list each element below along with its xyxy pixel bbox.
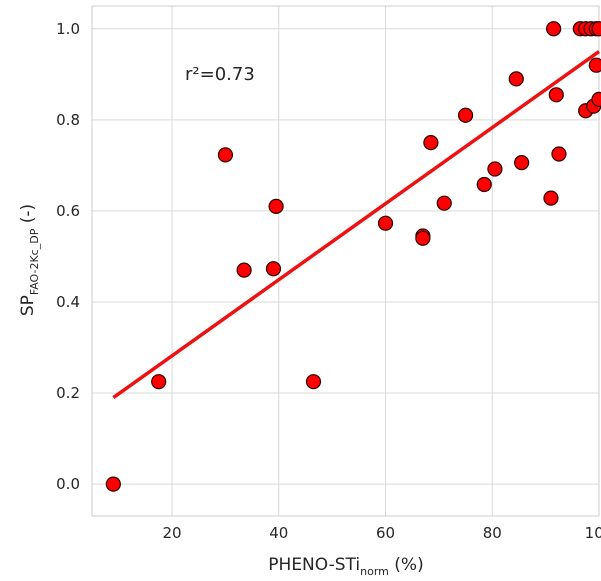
data-point — [457, 107, 474, 123]
x-tick-label: 100 — [585, 524, 601, 542]
data-point — [487, 161, 503, 177]
r-squared-annotation: r²=0.73 — [185, 64, 255, 85]
data-point — [548, 87, 564, 103]
y-tick-label: 0.4 — [56, 293, 80, 311]
y-axis-label-main: SP — [18, 295, 38, 316]
y-gridlines — [92, 28, 599, 485]
data-point — [588, 57, 601, 73]
x-tick-label: 40 — [269, 524, 288, 542]
x-tick-label: 60 — [376, 524, 395, 542]
data-point — [591, 21, 601, 37]
data-points — [105, 21, 601, 492]
x-axis-label: PHENO-STinorm (%) — [268, 555, 423, 578]
y-axis-label-unit: (-) — [18, 204, 38, 229]
x-tick-labels: 20 40 60 80 100 — [163, 524, 601, 542]
y-axis-label: SPFAO-2Kc_DP (-) — [18, 204, 41, 316]
data-point — [151, 374, 167, 390]
x-tick-label: 20 — [163, 524, 182, 542]
y-axis-label-subscript: FAO-2Kc_DP — [28, 228, 41, 295]
regression-line — [112, 50, 601, 400]
x-axis-label-unit: (%) — [389, 555, 424, 575]
data-point — [508, 71, 524, 87]
data-point — [551, 146, 567, 162]
y-tick-labels: 0.0 0.2 0.4 0.6 0.8 1.0 — [56, 20, 80, 493]
data-point — [546, 21, 562, 37]
data-point — [543, 190, 559, 206]
y-tick-label: 0.2 — [56, 384, 80, 402]
data-point — [236, 262, 252, 278]
data-point — [415, 230, 431, 246]
data-point — [305, 374, 322, 390]
x-axis-label-main: PHENO-STi — [268, 555, 360, 575]
plot-area-frame — [91, 5, 600, 517]
y-tick-label: 1.0 — [56, 20, 80, 38]
x-axis-label-subscript: norm — [360, 565, 389, 578]
data-point — [105, 476, 121, 492]
data-point — [514, 155, 530, 171]
data-point — [591, 91, 601, 107]
data-point — [265, 261, 282, 277]
data-point — [217, 147, 234, 163]
y-tick-label: 0.6 — [56, 202, 80, 220]
data-point — [423, 135, 439, 151]
data-point — [268, 198, 284, 214]
x-tick-label: 80 — [483, 524, 502, 542]
data-point — [377, 215, 394, 231]
y-tick-label: 0.0 — [56, 475, 80, 493]
data-point — [476, 176, 492, 193]
data-point — [436, 195, 452, 211]
y-tick-label: 0.8 — [56, 111, 80, 129]
